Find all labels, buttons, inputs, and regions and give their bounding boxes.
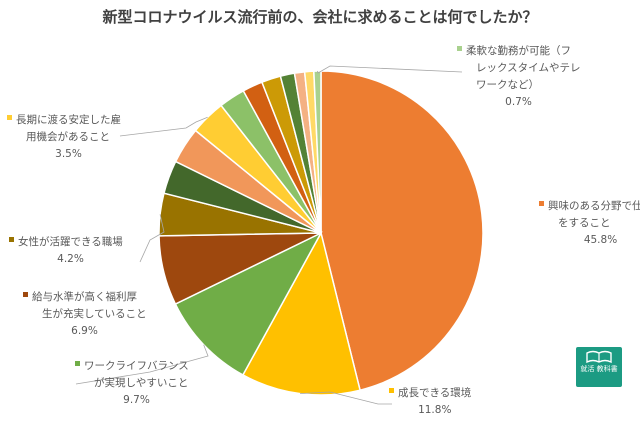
data-label-text: 女性が活躍できる職場 (18, 235, 123, 248)
legend-marker (539, 201, 544, 206)
data-label-value: 9.7% (123, 394, 150, 406)
data-label-text: レックスタイムやテレ (476, 62, 580, 74)
data-label-text: 用機会があること (26, 130, 110, 143)
data-label-value: 4.2% (57, 253, 84, 265)
leader-line-2 (75, 344, 209, 385)
data-label-text: ワークなど） (476, 79, 539, 91)
pie-slices (158, 70, 484, 396)
leader-lines (75, 65, 463, 405)
data-label-text: 興味のある分野で仕事 (548, 199, 640, 212)
leader-line-4 (139, 214, 165, 263)
data-label-1: 成長できる環境 11.8% (389, 386, 471, 416)
data-label-text: 給与水準が高く福利厚 (32, 290, 137, 303)
brand-logo: 就活 教科書 (576, 347, 622, 387)
chart-title: 新型コロナウイルス流行前の、会社に求めることは何でしたか？ (102, 8, 537, 26)
legend-marker (7, 115, 12, 120)
data-label-text: をすること (558, 217, 611, 229)
book-icon (586, 350, 612, 364)
leader-line-14 (317, 65, 463, 74)
logo-text: 就活 教科書 (580, 365, 618, 373)
data-label-text: が実現しやすいこと (94, 376, 188, 389)
legend-marker (9, 237, 14, 242)
legend-marker (75, 361, 80, 366)
data-label-value: 45.8% (584, 234, 617, 246)
data-labels: 興味のある分野で仕事をすること 45.8% 成長できる環境 11.8% ワークライフバラ… (7, 44, 640, 416)
data-label-0: 興味のある分野で仕事をすること 45.8% (539, 199, 640, 246)
pie-slice-0 (320, 70, 484, 392)
legend-marker (23, 292, 28, 297)
legend-marker (389, 388, 394, 393)
legend-marker (457, 46, 462, 51)
data-label-text: 長期に渡る安定した雇 (16, 113, 121, 126)
leader-line-7 (119, 116, 208, 137)
data-label-value: 6.9% (71, 325, 98, 337)
data-label-text: 成長できる環境 (398, 386, 471, 399)
leader-line-1 (300, 391, 392, 405)
data-label-text: 生が充実していること (42, 307, 147, 320)
data-label-value: 0.7% (505, 96, 532, 108)
data-label-4: 女性が活躍できる職場 4.2% (9, 235, 123, 265)
pie-slice-1 (241, 230, 361, 396)
data-label-value: 3.5% (55, 148, 82, 160)
data-label-text: 柔軟な勤務が可能（フ (466, 44, 571, 57)
data-label-value: 11.8% (418, 404, 451, 416)
data-label-text: ワークライフバランス (84, 360, 189, 372)
